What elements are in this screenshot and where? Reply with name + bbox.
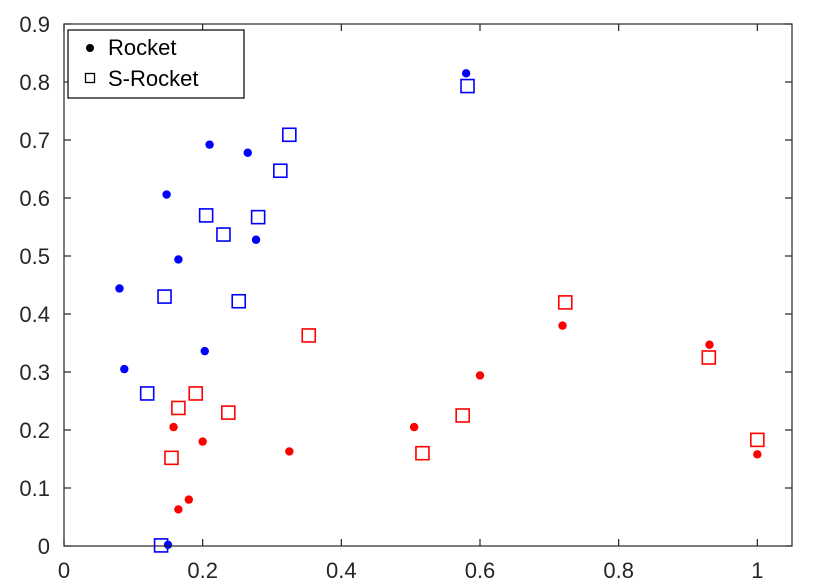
x-tick-label: 1 [751,558,763,583]
rocket-point [169,422,178,432]
s-rocket-point [750,432,765,448]
rocket-point [198,437,207,446]
y-tick-label: 0.8 [19,70,50,95]
rocket-point [285,447,294,456]
y-tick-label: 0 [38,534,50,559]
s-rocket-point [231,293,247,309]
rocket-point [243,148,252,157]
rocket-point [120,364,129,374]
x-tick-label: 0.2 [187,558,218,583]
s-rocket-point [273,163,288,179]
y-tick-label: 0.7 [19,128,50,153]
y-tick-label: 0.3 [19,360,50,385]
rocket-point [174,255,183,264]
x-tick-label: 0.4 [326,558,357,583]
rocket-point [174,505,183,514]
s-rocket-point [198,208,214,223]
series-s-rocket-red [164,295,765,466]
s-rocket-point [188,386,204,401]
plot-frame [63,23,793,547]
y-tick-label: 0.5 [19,244,50,269]
legend-box [67,29,245,99]
legend-marker-rocket [86,44,94,52]
rocket-point [753,450,762,459]
rocket-point [184,495,193,504]
x-tick-label: 0.8 [603,558,634,583]
s-rocket-point [171,400,186,416]
series-rocket-red [169,321,762,514]
rocket-point [115,284,124,293]
rocket-point [162,190,171,199]
rocket-point [409,422,419,432]
s-rocket-point [415,445,430,461]
s-rocket-point [455,408,470,423]
y-tick-label: 0.1 [19,476,50,501]
axes: 0 0.2 0.4 0.6 0.8 1 0 0.1 0.2 0.3 0.4 0.5 0.6 0.7 0.8 0… [19,12,793,583]
series-rocket-blue [115,69,471,550]
series-s-rocket-blue [139,78,475,553]
x-tick-label: 0 [58,558,70,583]
s-rocket-point [557,295,573,310]
y-tick-label: 0.2 [19,418,50,443]
legend-label-rocket: Rocket [108,35,176,60]
rocket-point [705,340,714,349]
rocket-point [461,69,471,78]
y-tick-label: 0.9 [19,12,50,37]
s-rocket-point [301,328,317,343]
s-rocket-point [139,386,155,401]
s-rocket-point [250,209,266,225]
rocket-point [558,321,567,330]
data-points [115,69,765,553]
s-rocket-point [282,127,297,143]
legend-marker-s-rocket [84,72,96,84]
rocket-point [200,346,209,356]
legend-label-s-rocket: S-Rocket [108,66,198,91]
legend: Rocket S-Rocket [67,29,245,99]
rocket-point [251,235,261,244]
s-rocket-point [701,350,717,365]
y-tick-label: 0.6 [19,186,50,211]
s-rocket-point [216,227,231,242]
y-tick-label: 0.4 [19,302,50,327]
s-rocket-point [460,78,475,94]
s-rocket-point [164,450,179,466]
s-rocket-point [221,405,236,420]
x-tick-label: 0.6 [465,558,496,583]
s-rocket-point [157,289,172,304]
rocket-point [205,140,214,149]
rocket-point [475,371,485,380]
